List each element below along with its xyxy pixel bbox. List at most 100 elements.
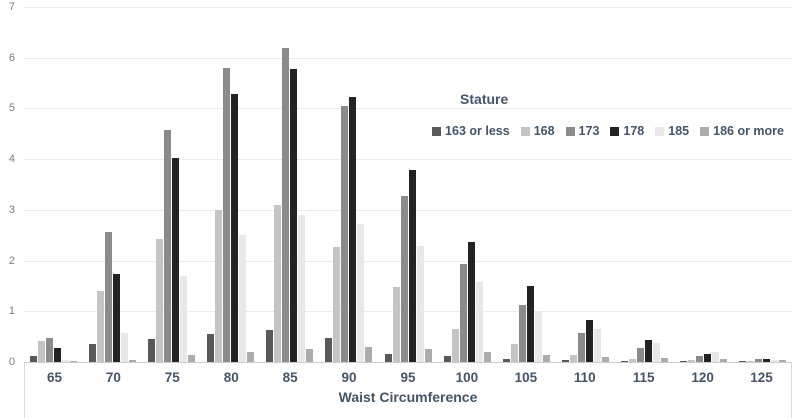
bar-group-80 [201, 7, 260, 362]
x-tick-label: 95 [400, 370, 416, 385]
bar-group-120 [674, 7, 733, 362]
y-tick-label: 7 [8, 1, 15, 13]
bar [341, 105, 349, 362]
gridline [24, 159, 792, 161]
bar [443, 355, 451, 362]
bar [70, 361, 78, 362]
bar [239, 235, 247, 362]
bar [687, 360, 695, 362]
bar [526, 285, 534, 362]
bar [459, 264, 467, 362]
bar [408, 170, 416, 362]
bar [577, 333, 585, 362]
bar [593, 329, 601, 362]
bar [392, 286, 400, 362]
bar [569, 355, 577, 362]
bar [129, 360, 137, 362]
bar [628, 358, 636, 362]
bar [762, 358, 770, 362]
legend-item: 178 [610, 124, 644, 138]
bar-group-85 [260, 7, 319, 362]
bar [105, 231, 113, 362]
bar [223, 67, 231, 362]
bar [542, 355, 550, 362]
legend-items: 163 or less 168 173 178 185 186 or more [432, 124, 784, 138]
bar [711, 351, 719, 362]
y-tick-label: 2 [8, 254, 15, 267]
bar [620, 361, 628, 362]
bar [215, 209, 223, 362]
bar [298, 214, 306, 362]
legend-item: 173 [565, 124, 600, 138]
bar-group-105 [497, 7, 556, 362]
bar [172, 157, 180, 362]
bar [502, 358, 510, 362]
bar-groups [24, 7, 792, 362]
bar [365, 346, 373, 362]
y-tick-label: 5 [8, 102, 15, 115]
plot-area: Stature 163 or less 168 173 178 185 186 or mo… [24, 7, 792, 363]
legend: Stature 163 or less 168 173 178 185 186 or mo… [432, 91, 784, 138]
bar [180, 276, 188, 362]
bar [695, 356, 703, 362]
x-tick-label: 120 [691, 370, 714, 385]
legend-item: 185 [655, 124, 689, 138]
legend-swatch-icon [432, 126, 442, 136]
bar [148, 338, 156, 362]
legend-item: 168 [520, 124, 555, 138]
legend-label: 168 [533, 124, 555, 138]
x-tick-label: 115 [632, 370, 655, 385]
bar [54, 347, 62, 362]
y-tick-label: 6 [8, 51, 15, 64]
bar [475, 282, 483, 362]
bar-group-125 [733, 7, 792, 362]
bar [703, 353, 711, 362]
legend-swatch-icon [610, 126, 620, 136]
bar [738, 361, 746, 362]
bar [561, 360, 569, 362]
bar [325, 337, 333, 362]
bar [746, 361, 754, 362]
bar [121, 332, 129, 362]
bar [652, 343, 660, 362]
bar [660, 358, 668, 362]
bar [333, 247, 341, 362]
bar [585, 320, 593, 362]
bar [400, 195, 408, 362]
bar [778, 360, 786, 362]
bar [156, 238, 164, 362]
x-tick-label: 65 [46, 370, 62, 385]
legend-label: 185 [668, 124, 690, 138]
bar-group-75 [142, 7, 201, 362]
x-tick-label: 85 [282, 370, 298, 385]
bar [636, 347, 644, 362]
legend-item: 163 or less [432, 124, 510, 138]
legend-swatch-icon [655, 126, 665, 136]
gridline [24, 7, 792, 8]
legend-swatch-icon [700, 126, 710, 136]
legend-swatch-icon [520, 126, 530, 136]
bar [46, 337, 54, 362]
bar [510, 343, 518, 362]
gridline [24, 108, 792, 110]
bar [770, 359, 778, 362]
bar [534, 311, 542, 362]
legend-label: 173 [578, 124, 600, 138]
bar [679, 361, 687, 362]
y-axis: 0 1 2 3 4 5 6 7 [0, 1, 17, 368]
gridline [24, 260, 792, 262]
bar [719, 359, 727, 362]
x-tick-label: 80 [223, 370, 239, 385]
bar [231, 94, 239, 362]
bar [38, 340, 46, 362]
bar [266, 330, 274, 362]
bar [357, 223, 365, 362]
bar [89, 344, 97, 362]
y-tick-label: 3 [8, 203, 15, 216]
bar [207, 333, 215, 362]
bar [451, 329, 459, 362]
bar [483, 351, 491, 362]
legend-swatch-icon [565, 126, 575, 136]
bar [290, 68, 298, 362]
